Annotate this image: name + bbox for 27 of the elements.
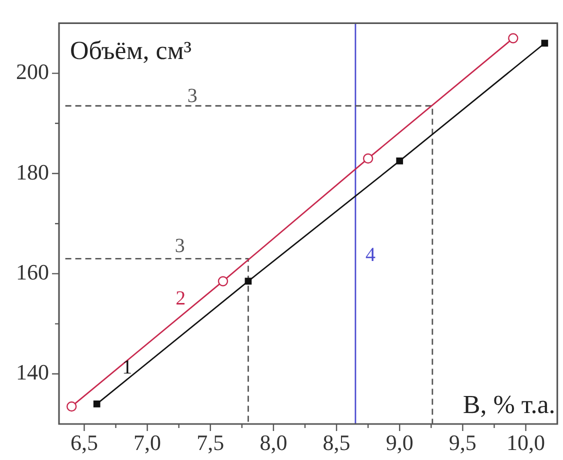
x-tick-label: 9,5 (448, 430, 476, 455)
y-tick-label: 200 (16, 59, 49, 84)
point (541, 40, 548, 47)
point (66, 401, 77, 412)
series-label: 1 (122, 356, 132, 379)
x-tick-label: 7,5 (196, 430, 224, 455)
series-label: 2 (176, 288, 186, 310)
x-tick-label: 6,5 (70, 430, 98, 455)
point (93, 400, 100, 408)
point (508, 33, 518, 44)
x-tick-label: 10,0 (506, 430, 546, 455)
y-tick-label: 140 (16, 360, 49, 385)
x-tick-label: 7,0 (134, 430, 162, 455)
point (218, 276, 228, 286)
y-axis-title: Объём, см³ (70, 36, 192, 66)
point (396, 158, 404, 164)
x-tick-label: 8,0 (260, 430, 288, 455)
series-label: 3 (174, 234, 185, 257)
point (362, 153, 374, 164)
x-tick-label: 9,0 (386, 430, 414, 455)
x-tick-label: 8,5 (322, 430, 350, 455)
x-axis-title: В, % т.а. (462, 390, 556, 419)
y-tick-label: 160 (16, 259, 49, 284)
series-label: 3 (187, 85, 198, 108)
point (244, 278, 252, 285)
y-tick-label: 180 (16, 159, 49, 184)
series-label: 4 (365, 244, 376, 266)
